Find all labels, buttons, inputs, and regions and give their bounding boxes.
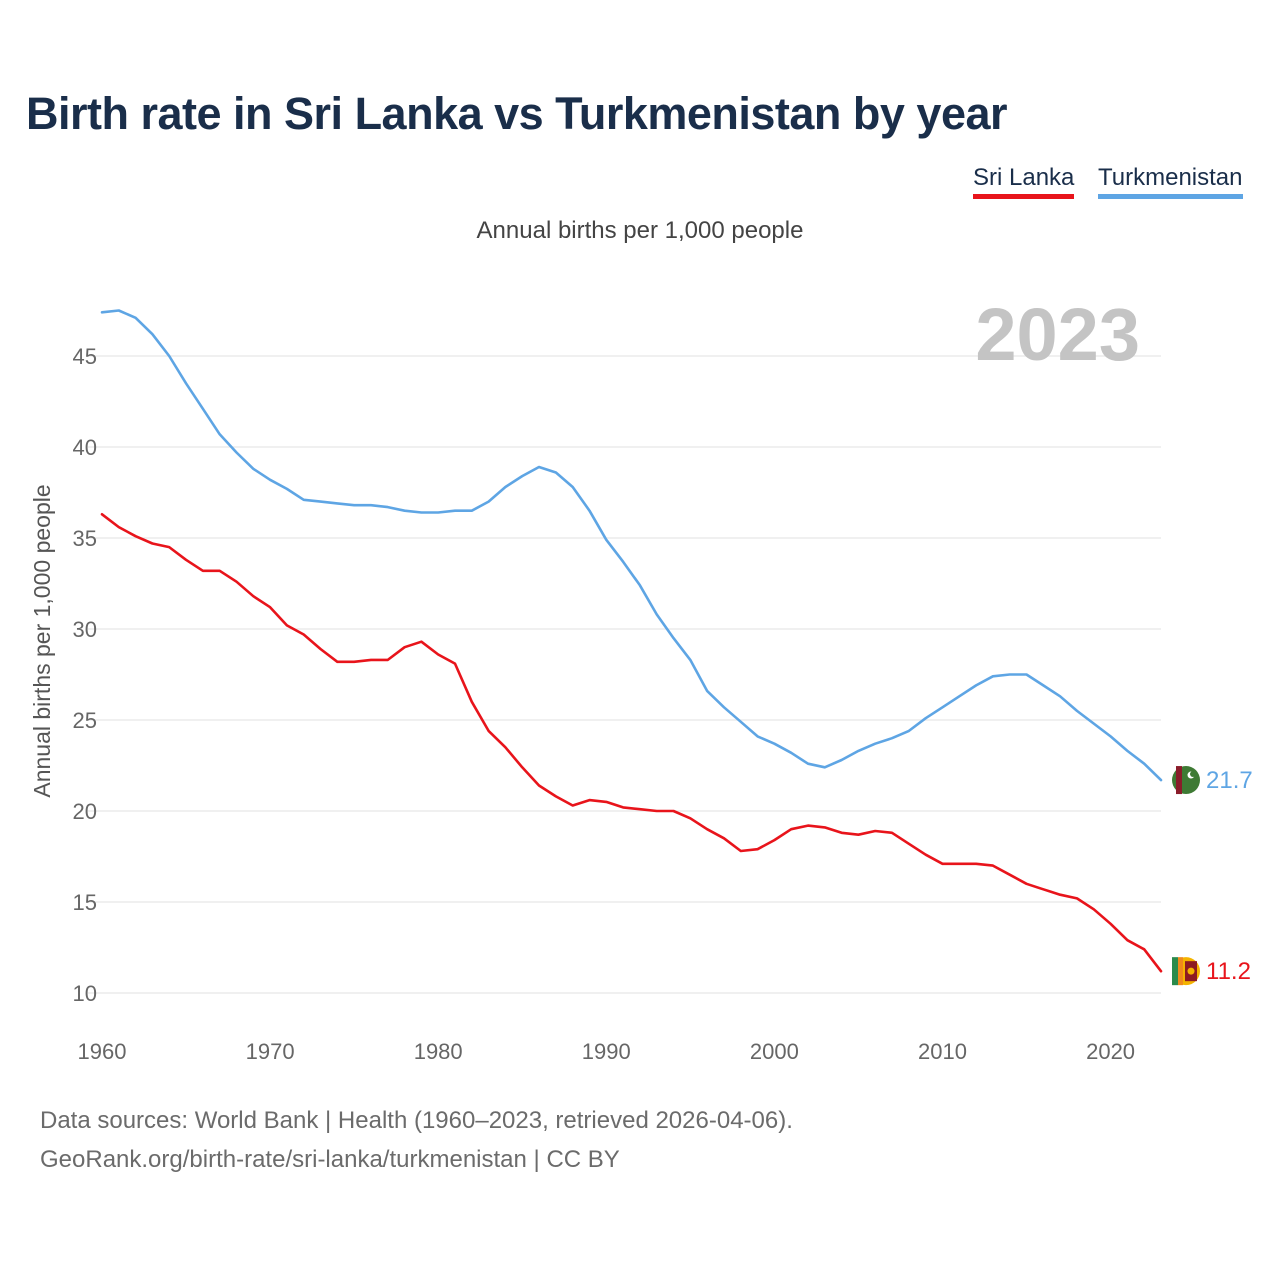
x-tick-label: 1990 bbox=[582, 1039, 631, 1064]
year-stamp: 2023 bbox=[975, 293, 1140, 376]
x-tick-label: 1980 bbox=[414, 1039, 463, 1064]
y-tick-label: 40 bbox=[73, 435, 97, 460]
series-line-turkmenistan[interactable] bbox=[100, 309, 1163, 782]
chart-subtitle: Annual births per 1,000 people bbox=[476, 217, 804, 244]
y-axis-label: Annual births per 1,000 people bbox=[29, 484, 55, 797]
end-markers: 11.2 21.7 bbox=[1172, 766, 1253, 986]
y-tick-label: 20 bbox=[73, 799, 97, 824]
y-tick-label: 10 bbox=[73, 981, 97, 1006]
x-axis-ticks: 1960 1970 1980 1990 2000 2010 2020 bbox=[78, 1039, 1136, 1064]
series-line-sri-lanka[interactable] bbox=[100, 512, 1163, 973]
end-value-label-turkmenistan: 21.7 bbox=[1206, 767, 1253, 794]
series-layer bbox=[100, 309, 1163, 973]
y-tick-label: 30 bbox=[73, 617, 97, 642]
x-tick-label: 2010 bbox=[918, 1039, 967, 1064]
source-url: GeoRank.org/birth-rate/sri-lanka/turkmen… bbox=[40, 1146, 620, 1173]
y-tick-label: 45 bbox=[73, 344, 97, 369]
x-tick-label: 2020 bbox=[1086, 1039, 1135, 1064]
grid-layer bbox=[88, 355, 1161, 994]
y-tick-label: 15 bbox=[73, 890, 97, 915]
y-tick-label: 35 bbox=[73, 526, 97, 551]
line-chart: 10 15 20 25 30 35 40 45 1960 1970 1980 1990 2000 201… bbox=[29, 293, 1253, 1064]
y-tick-label: 25 bbox=[73, 708, 97, 733]
flag-icon-turkmenistan bbox=[1172, 766, 1200, 795]
x-tick-label: 2000 bbox=[750, 1039, 799, 1064]
source-note: Data sources: World Bank | Health (1960–… bbox=[40, 1107, 793, 1134]
y-axis-ticks: 10 15 20 25 30 35 40 45 bbox=[73, 344, 97, 1006]
x-tick-label: 1970 bbox=[246, 1039, 295, 1064]
flag-icon-sri-lanka bbox=[1172, 957, 1200, 986]
legend-item-turkmenistan[interactable]: Turkmenistan bbox=[1098, 164, 1243, 199]
end-value-label-sri-lanka: 11.2 bbox=[1206, 958, 1251, 985]
x-tick-label: 1960 bbox=[78, 1039, 127, 1064]
chart-title: Birth rate in Sri Lanka vs Turkmenistan … bbox=[26, 88, 1008, 139]
legend-item-sri-lanka[interactable]: Sri Lanka bbox=[973, 164, 1075, 199]
